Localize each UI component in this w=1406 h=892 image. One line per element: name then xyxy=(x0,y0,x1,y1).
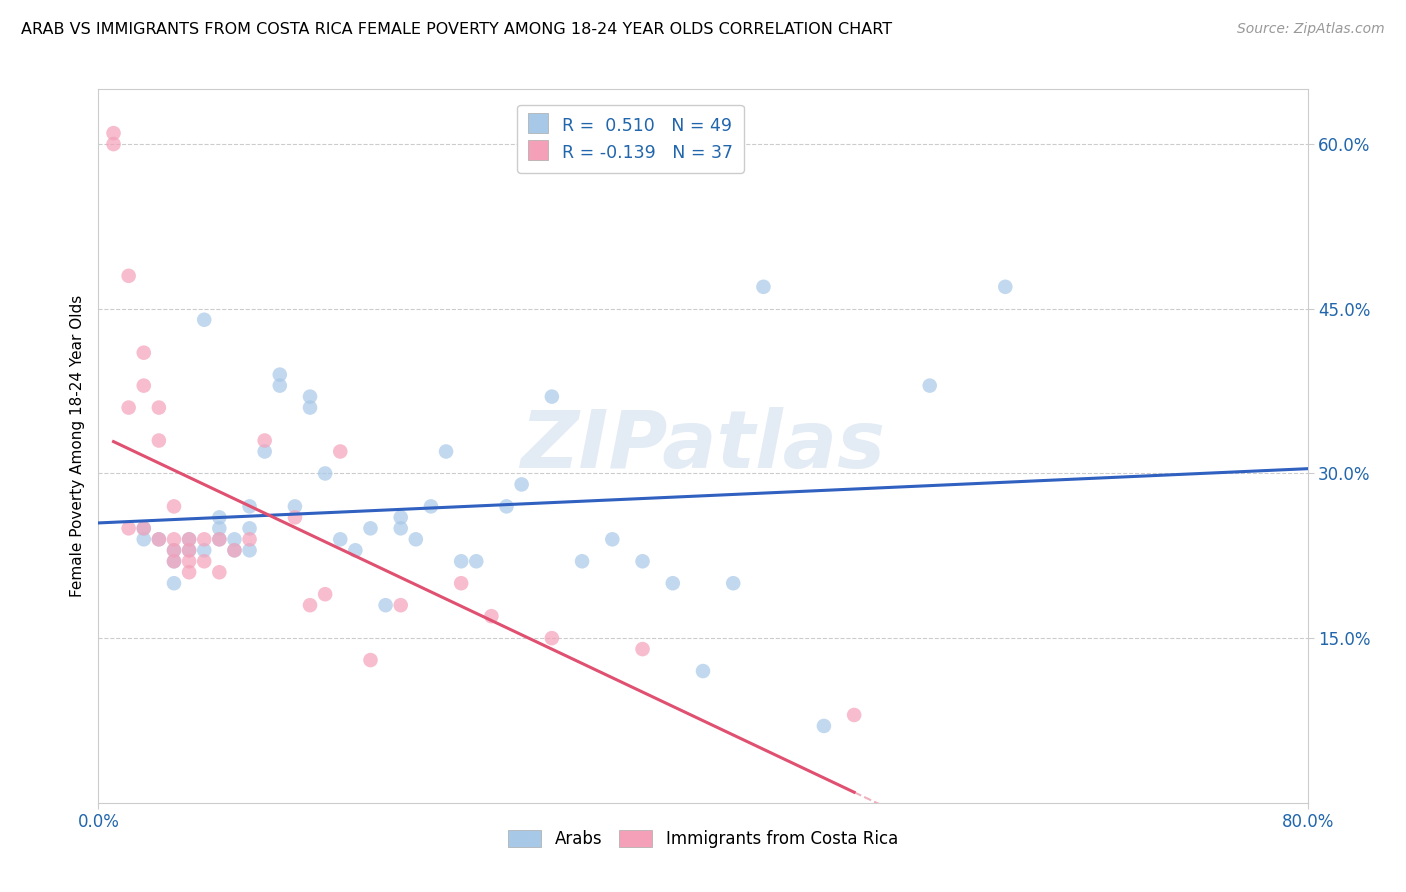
Point xyxy=(360,521,382,535)
Point xyxy=(329,533,352,547)
Point xyxy=(179,566,201,580)
Point xyxy=(148,533,170,547)
Y-axis label: Female Poverty Among 18-24 Year Olds: Female Poverty Among 18-24 Year Olds xyxy=(69,295,84,597)
Point xyxy=(389,510,412,524)
Point xyxy=(813,719,835,733)
Point xyxy=(239,543,262,558)
Point xyxy=(284,500,307,514)
Point xyxy=(163,500,186,514)
Point xyxy=(239,533,262,547)
Point xyxy=(631,554,654,568)
Point xyxy=(163,543,186,558)
Point xyxy=(118,268,141,283)
Point xyxy=(118,401,141,415)
Point xyxy=(208,510,231,524)
Point xyxy=(253,434,276,448)
Point xyxy=(450,576,472,591)
Point xyxy=(193,533,215,547)
Point xyxy=(103,126,125,140)
Point xyxy=(163,543,186,558)
Point xyxy=(132,521,155,535)
Point xyxy=(299,390,322,404)
Point xyxy=(103,137,125,152)
Point xyxy=(994,280,1017,294)
Point xyxy=(269,368,291,382)
Point xyxy=(344,543,367,558)
Point xyxy=(148,434,170,448)
Point xyxy=(284,510,307,524)
Text: ZIPatlas: ZIPatlas xyxy=(520,407,886,485)
Point xyxy=(540,631,562,645)
Point xyxy=(299,401,322,415)
Point xyxy=(148,401,170,415)
Point xyxy=(253,444,276,458)
Point xyxy=(239,521,262,535)
Point xyxy=(631,642,654,657)
Point xyxy=(360,653,382,667)
Point xyxy=(224,543,246,558)
Point xyxy=(510,477,533,491)
Point xyxy=(118,521,141,535)
Point xyxy=(450,554,472,568)
Point xyxy=(239,500,262,514)
Point xyxy=(132,345,155,359)
Point xyxy=(752,280,775,294)
Point xyxy=(163,576,186,591)
Point xyxy=(148,533,170,547)
Point xyxy=(571,554,593,568)
Point xyxy=(132,521,155,535)
Point xyxy=(193,312,215,326)
Point xyxy=(224,533,246,547)
Point xyxy=(314,467,336,481)
Point xyxy=(179,533,201,547)
Point xyxy=(329,444,352,458)
Point xyxy=(723,576,745,591)
Point xyxy=(692,664,714,678)
Point xyxy=(540,390,562,404)
Point xyxy=(661,576,683,591)
Point xyxy=(269,378,291,392)
Point xyxy=(420,500,443,514)
Point xyxy=(299,598,322,612)
Point xyxy=(208,533,231,547)
Point xyxy=(163,554,186,568)
Point xyxy=(844,708,866,723)
Point xyxy=(208,533,231,547)
Text: Source: ZipAtlas.com: Source: ZipAtlas.com xyxy=(1237,22,1385,37)
Point xyxy=(132,533,155,547)
Point xyxy=(163,533,186,547)
Point xyxy=(179,554,201,568)
Point xyxy=(405,533,427,547)
Point xyxy=(224,543,246,558)
Point xyxy=(314,587,336,601)
Legend: Arabs, Immigrants from Costa Rica: Arabs, Immigrants from Costa Rica xyxy=(502,823,904,855)
Text: ARAB VS IMMIGRANTS FROM COSTA RICA FEMALE POVERTY AMONG 18-24 YEAR OLDS CORRELAT: ARAB VS IMMIGRANTS FROM COSTA RICA FEMAL… xyxy=(21,22,893,37)
Point xyxy=(374,598,396,612)
Point xyxy=(179,543,201,558)
Point xyxy=(495,500,517,514)
Point xyxy=(389,521,412,535)
Point xyxy=(193,543,215,558)
Point xyxy=(602,533,624,547)
Point xyxy=(434,444,457,458)
Point xyxy=(481,609,503,624)
Point xyxy=(208,521,231,535)
Point xyxy=(132,378,155,392)
Point xyxy=(193,554,215,568)
Point xyxy=(179,543,201,558)
Point xyxy=(179,533,201,547)
Point xyxy=(163,554,186,568)
Point xyxy=(208,566,231,580)
Point xyxy=(465,554,488,568)
Point xyxy=(389,598,412,612)
Point xyxy=(918,378,941,392)
